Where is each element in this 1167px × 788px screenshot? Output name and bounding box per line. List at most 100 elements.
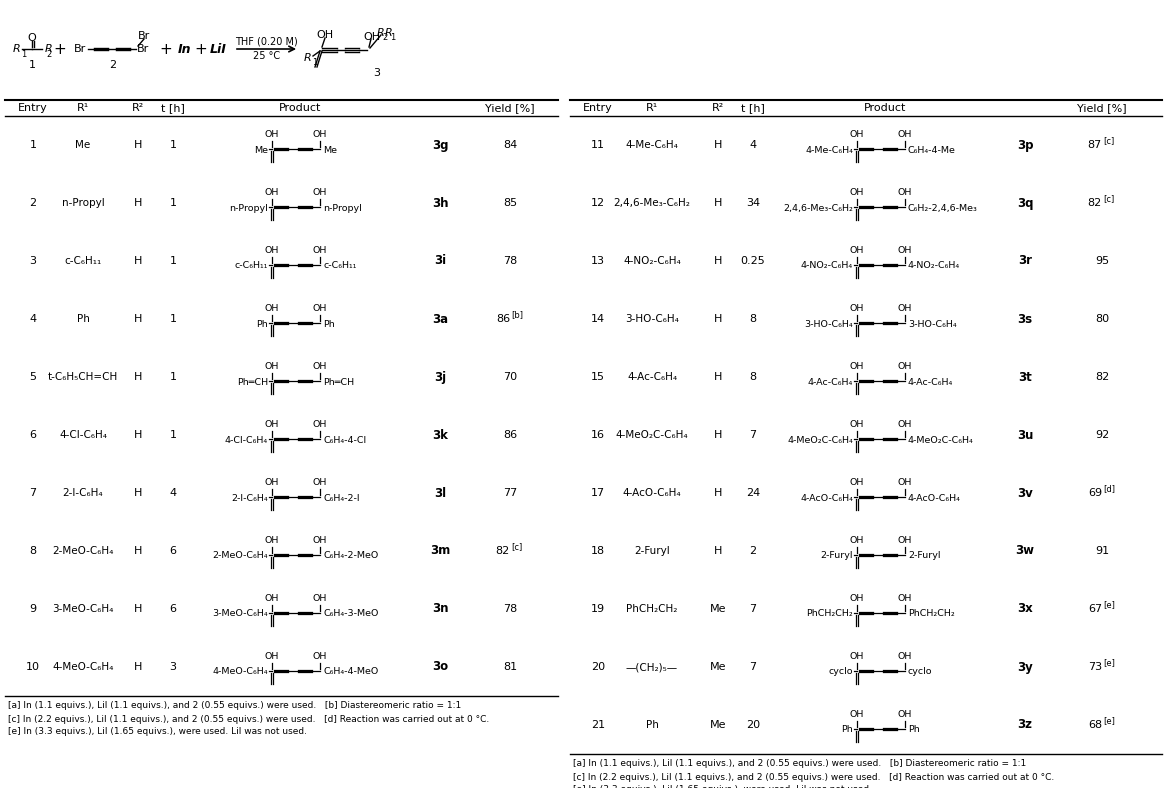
Text: OH: OH: [265, 362, 279, 371]
Text: 84: 84: [503, 140, 517, 150]
Text: Ph: Ph: [257, 319, 268, 329]
Text: 4-MeO-C₆H₄: 4-MeO-C₆H₄: [212, 667, 268, 677]
Text: [c] In (2.2 equivs.), LiI (1.1 equivs.), and 2 (0.55 equivs.) were used.   [d] R: [c] In (2.2 equivs.), LiI (1.1 equivs.),…: [8, 715, 489, 723]
Text: 4-NO₂-C₆H₄: 4-NO₂-C₆H₄: [801, 262, 853, 270]
Text: t-C₆H₅CH=CH: t-C₆H₅CH=CH: [48, 372, 118, 382]
Text: R: R: [385, 28, 393, 38]
Text: c-C₆H₁₁: c-C₆H₁₁: [64, 256, 102, 266]
Text: PhCH₂CH₂: PhCH₂CH₂: [908, 609, 955, 619]
Text: 3l: 3l: [434, 486, 446, 500]
Text: THF (0.20 M): THF (0.20 M): [235, 36, 298, 46]
Text: H: H: [134, 140, 142, 150]
Text: 70: 70: [503, 372, 517, 382]
Text: OH: OH: [850, 188, 865, 197]
Text: 73: 73: [1088, 662, 1102, 672]
Text: 1: 1: [169, 430, 176, 440]
Text: OH: OH: [363, 32, 380, 42]
Text: 4: 4: [749, 140, 756, 150]
Text: 2-I-C₆H₄: 2-I-C₆H₄: [63, 488, 104, 498]
Text: C₆H₄-4-MeO: C₆H₄-4-MeO: [323, 667, 378, 677]
Text: 3j: 3j: [434, 370, 446, 384]
Text: 4-NO₂-C₆H₄: 4-NO₂-C₆H₄: [623, 256, 680, 266]
Text: Ph: Ph: [77, 314, 90, 324]
Text: OH: OH: [850, 594, 865, 603]
Text: 2: 2: [749, 546, 756, 556]
Text: 4-AcO-C₆H₄: 4-AcO-C₆H₄: [908, 493, 960, 503]
Text: 3t: 3t: [1018, 370, 1032, 384]
Text: H: H: [134, 662, 142, 672]
Text: 12: 12: [591, 198, 605, 208]
Text: C₆H₄-2-I: C₆H₄-2-I: [323, 493, 359, 503]
Text: 2,4,6-Me₃-C₆H₂: 2,4,6-Me₃-C₆H₂: [783, 203, 853, 213]
Text: OH: OH: [265, 536, 279, 545]
Text: 4-Cl-C₆H₄: 4-Cl-C₆H₄: [225, 436, 268, 444]
Text: OH: OH: [313, 420, 327, 429]
Text: 8: 8: [29, 546, 36, 556]
Text: C₆H₄-4-Me: C₆H₄-4-Me: [908, 146, 956, 154]
Text: 3i: 3i: [434, 255, 446, 267]
Text: 3y: 3y: [1018, 660, 1033, 674]
Text: 3z: 3z: [1018, 719, 1033, 731]
Text: In: In: [177, 43, 190, 55]
Text: PhCH₂CH₂: PhCH₂CH₂: [806, 609, 853, 619]
Text: 7: 7: [749, 662, 756, 672]
Text: 6: 6: [169, 546, 176, 556]
Text: 92: 92: [1095, 430, 1109, 440]
Text: OH: OH: [897, 710, 913, 719]
Text: 21: 21: [591, 720, 605, 730]
Text: H: H: [714, 256, 722, 266]
Text: Yield [%]: Yield [%]: [1077, 103, 1127, 113]
Text: OH: OH: [897, 362, 913, 371]
Text: 2-I-C₆H₄: 2-I-C₆H₄: [231, 493, 268, 503]
Text: R: R: [377, 28, 385, 38]
Text: OH: OH: [265, 246, 279, 255]
Text: OH: OH: [313, 362, 327, 371]
Text: H: H: [714, 314, 722, 324]
Text: 2: 2: [47, 50, 51, 58]
Text: Me: Me: [710, 662, 726, 672]
Text: 67: 67: [1088, 604, 1102, 614]
Text: 4-Ac-C₆H₄: 4-Ac-C₆H₄: [808, 377, 853, 386]
Text: [c]: [c]: [1103, 195, 1114, 203]
Text: 6: 6: [169, 604, 176, 614]
Text: H: H: [134, 314, 142, 324]
Text: [c]: [c]: [1103, 136, 1114, 146]
Text: n-Propyl: n-Propyl: [323, 203, 362, 213]
Text: R¹: R¹: [645, 103, 658, 113]
Text: OH: OH: [850, 304, 865, 313]
Text: 3n: 3n: [432, 603, 448, 615]
Text: n-Propyl: n-Propyl: [229, 203, 268, 213]
Text: OH: OH: [897, 188, 913, 197]
Text: [e] In (3.3 equivs.), LiI (1.65 equivs.), were used. LiI was not used.: [e] In (3.3 equivs.), LiI (1.65 equivs.)…: [8, 727, 307, 737]
Text: [b]: [b]: [511, 310, 523, 319]
Text: OH: OH: [265, 188, 279, 197]
Text: C₆H₄-4-Cl: C₆H₄-4-Cl: [323, 436, 366, 444]
Text: 10: 10: [26, 662, 40, 672]
Text: 13: 13: [591, 256, 605, 266]
Text: H: H: [714, 140, 722, 150]
Text: OH: OH: [850, 362, 865, 371]
Text: Me: Me: [254, 146, 268, 154]
Text: C₆H₄-2-MeO: C₆H₄-2-MeO: [323, 552, 378, 560]
Text: 80: 80: [1095, 314, 1109, 324]
Text: 1: 1: [21, 50, 27, 58]
Text: 3s: 3s: [1018, 313, 1033, 325]
Text: 3: 3: [373, 68, 380, 78]
Text: 1: 1: [169, 256, 176, 266]
Text: [c] In (2.2 equivs.), LiI (1.1 equivs.), and 2 (0.55 equivs.) were used.   [d] R: [c] In (2.2 equivs.), LiI (1.1 equivs.),…: [573, 772, 1054, 782]
Text: OH: OH: [316, 30, 334, 40]
Text: 91: 91: [1095, 546, 1109, 556]
Text: 69: 69: [1088, 488, 1102, 498]
Text: Me: Me: [710, 604, 726, 614]
Text: 68: 68: [1088, 720, 1102, 730]
Text: 7: 7: [749, 604, 756, 614]
Text: 86: 86: [503, 430, 517, 440]
Text: 2-Furyl: 2-Furyl: [820, 552, 853, 560]
Text: 4-AcO-C₆H₄: 4-AcO-C₆H₄: [801, 493, 853, 503]
Text: 78: 78: [503, 256, 517, 266]
Text: H: H: [134, 604, 142, 614]
Text: 8: 8: [749, 372, 756, 382]
Text: H: H: [134, 546, 142, 556]
Text: C₆H₂-2,4,6-Me₃: C₆H₂-2,4,6-Me₃: [908, 203, 978, 213]
Text: OH: OH: [897, 304, 913, 313]
